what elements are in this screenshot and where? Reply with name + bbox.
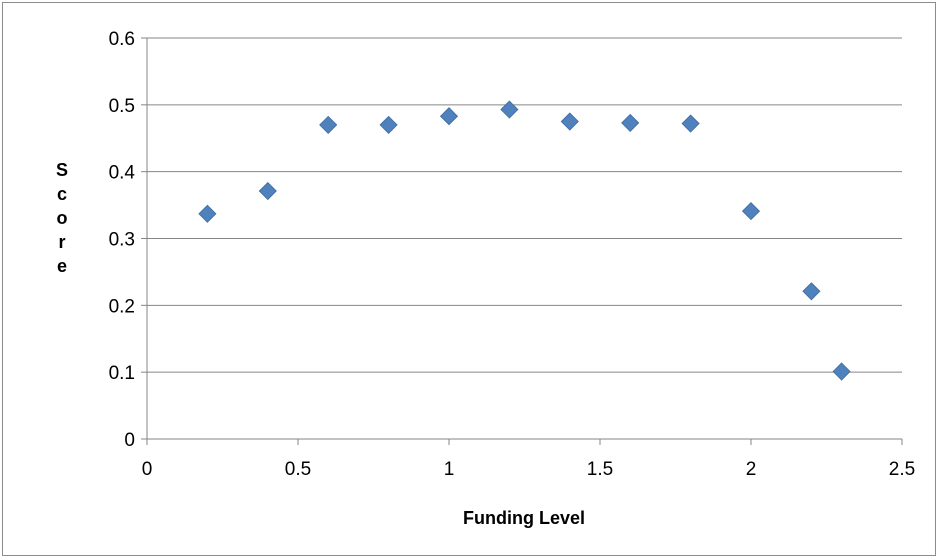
y-tick-label: 0.5 bbox=[109, 96, 135, 117]
y-axis-title-letter: r bbox=[58, 232, 65, 252]
data-point bbox=[439, 107, 459, 126]
data-point bbox=[681, 114, 700, 133]
x-tick-label: 0 bbox=[142, 459, 153, 480]
y-axis-title-letter: c bbox=[57, 184, 67, 204]
data-point bbox=[500, 100, 519, 119]
y-tick-label: 0.6 bbox=[109, 29, 135, 50]
data-point bbox=[832, 362, 851, 381]
data-point bbox=[560, 112, 579, 131]
data-point bbox=[379, 115, 398, 134]
y-axis-title-letter: e bbox=[57, 256, 67, 276]
gridlines bbox=[147, 37, 902, 373]
y-axis-title-letter: S bbox=[56, 160, 68, 180]
y-tick-label: 0 bbox=[124, 430, 135, 451]
x-axis-title: Funding Level bbox=[463, 508, 585, 528]
y-tick-label: 0.1 bbox=[109, 363, 135, 384]
x-tick-label: 0.5 bbox=[285, 459, 311, 480]
data-point bbox=[319, 115, 338, 134]
y-tick-labels: 0 0.1 0.2 0.3 0.4 0.5 0.6 bbox=[109, 29, 136, 451]
x-tick-label: 1.5 bbox=[587, 459, 613, 480]
data-point bbox=[198, 204, 217, 223]
y-tick-label: 0.2 bbox=[109, 296, 135, 317]
x-tick-labels: 0 0.5 1 1.5 2 2.5 bbox=[142, 459, 916, 480]
data-points bbox=[198, 100, 851, 381]
axes bbox=[141, 37, 903, 445]
data-point bbox=[621, 113, 640, 132]
y-tick-label: 0.4 bbox=[109, 163, 136, 184]
y-tick-label: 0.3 bbox=[109, 230, 135, 251]
x-tick-label: 1 bbox=[444, 459, 455, 480]
data-point bbox=[741, 202, 761, 221]
data-point bbox=[258, 181, 277, 201]
y-axis-title-letter: o bbox=[57, 208, 68, 228]
x-tick-label: 2 bbox=[746, 459, 757, 480]
data-point bbox=[802, 282, 821, 301]
x-tick-label: 2.5 bbox=[889, 459, 915, 480]
